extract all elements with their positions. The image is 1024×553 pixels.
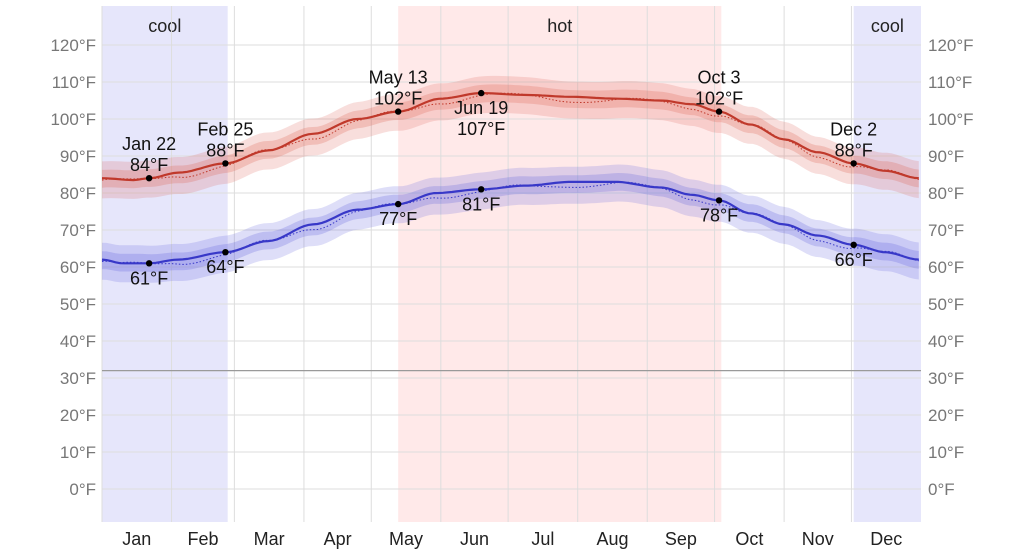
y-tick-label-left: 30°F (60, 369, 96, 388)
month-label: Jun (460, 529, 489, 549)
month-label: Jul (531, 529, 554, 549)
season-band-hot (398, 6, 722, 522)
month-label: Apr (324, 529, 352, 549)
series-lines (101, 92, 919, 265)
y-tick-label-left: 0°F (69, 480, 96, 499)
annotation-dot (850, 241, 857, 248)
annotation-date: Jun 19 (454, 98, 508, 118)
month-label: May (389, 529, 423, 549)
annotation-value: 102°F (695, 89, 743, 109)
y-tick-label-right: 110°F (928, 73, 972, 92)
annotation-dot (222, 160, 229, 167)
season-label: cool (871, 16, 904, 36)
y-tick-label-left: 70°F (60, 221, 96, 240)
annotation-value: 84°F (130, 155, 168, 175)
annotation-dot (850, 160, 857, 167)
y-tick-label-right: 90°F (928, 147, 964, 166)
annotation-value: 64°F (206, 257, 244, 277)
y-tick-label-left: 50°F (60, 295, 96, 314)
season-label: cool (148, 16, 181, 36)
season-band-cool (853, 6, 921, 522)
y-tick-label-right: 120°F (928, 36, 974, 55)
y-tick-label-left: 10°F (60, 443, 96, 462)
annotation-value: 88°F (206, 140, 244, 160)
y-tick-label-right: 100°F (928, 110, 974, 129)
annotation-dot (715, 108, 723, 115)
annotation-dot (715, 197, 723, 204)
y-tick-label-right: 60°F (928, 258, 964, 277)
month-label: Sep (665, 529, 697, 549)
season-bands: cool hot cool (102, 6, 921, 522)
month-label: Aug (596, 529, 628, 549)
y-tick-label-left: 60°F (60, 258, 96, 277)
y-tick-label-left: 110°F (52, 73, 96, 92)
inner-band (102, 173, 919, 272)
annotation-dot (394, 108, 402, 115)
y-tick-label-right: 50°F (928, 295, 964, 314)
y-tick-label-left: 90°F (60, 147, 96, 166)
month-label: Oct (735, 529, 763, 549)
annotation-dot (478, 89, 485, 97)
annotation-dot (394, 200, 402, 208)
y-tick-label-left: 80°F (60, 184, 96, 203)
series-line (101, 92, 919, 182)
annotation-value: 78°F (700, 205, 738, 225)
y-tick-label-left: 20°F (60, 406, 96, 425)
y-tick-label-right: 40°F (928, 332, 964, 351)
season-label: hot (547, 16, 572, 36)
y-tick-label-left: 100°F (50, 110, 96, 129)
annotation-value: 102°F (374, 89, 422, 109)
annotation-value: 107°F (457, 119, 505, 139)
y-tick-label-right: 0°F (928, 480, 955, 499)
axis-labels: 0°F 0°F 10°F 10°F 20°F 20°F 30°F 30°F 40°F 40°F 50… (50, 36, 973, 549)
month-label: Dec (870, 529, 902, 549)
month-label: Jan (122, 529, 151, 549)
month-label: Nov (802, 529, 834, 549)
series-line (101, 180, 919, 265)
y-tick-label-left: 120°F (50, 36, 96, 55)
annotation-dot (145, 260, 153, 267)
annotation-value: 61°F (130, 268, 168, 288)
outer-band (102, 164, 919, 283)
y-tick-label-right: 80°F (928, 184, 964, 203)
annotation-value: 81°F (462, 194, 500, 214)
annotation-value: 66°F (835, 250, 873, 270)
month-label: Feb (187, 529, 218, 549)
y-tick-label-right: 30°F (928, 369, 964, 388)
y-tick-label-right: 20°F (928, 406, 964, 425)
annotation-dot (478, 186, 485, 193)
outer-band (102, 75, 919, 199)
annotation-date: Oct 3 (698, 68, 741, 88)
y-tick-label-left: 40°F (60, 332, 96, 351)
annotation-date: May 13 (369, 68, 428, 88)
grid (101, 6, 921, 522)
annotation-dot (145, 175, 153, 182)
y-tick-label-right: 70°F (928, 221, 964, 240)
annotation-date: Feb 25 (197, 119, 253, 139)
annotation-date: Jan 22 (122, 134, 176, 154)
annotation-value: 77°F (379, 209, 417, 229)
month-label: Mar (254, 529, 285, 549)
annotation-dot (222, 249, 229, 256)
annotation-value: 88°F (835, 140, 873, 160)
y-tick-label-right: 10°F (928, 443, 964, 462)
annotation-date: Dec 2 (830, 119, 877, 139)
